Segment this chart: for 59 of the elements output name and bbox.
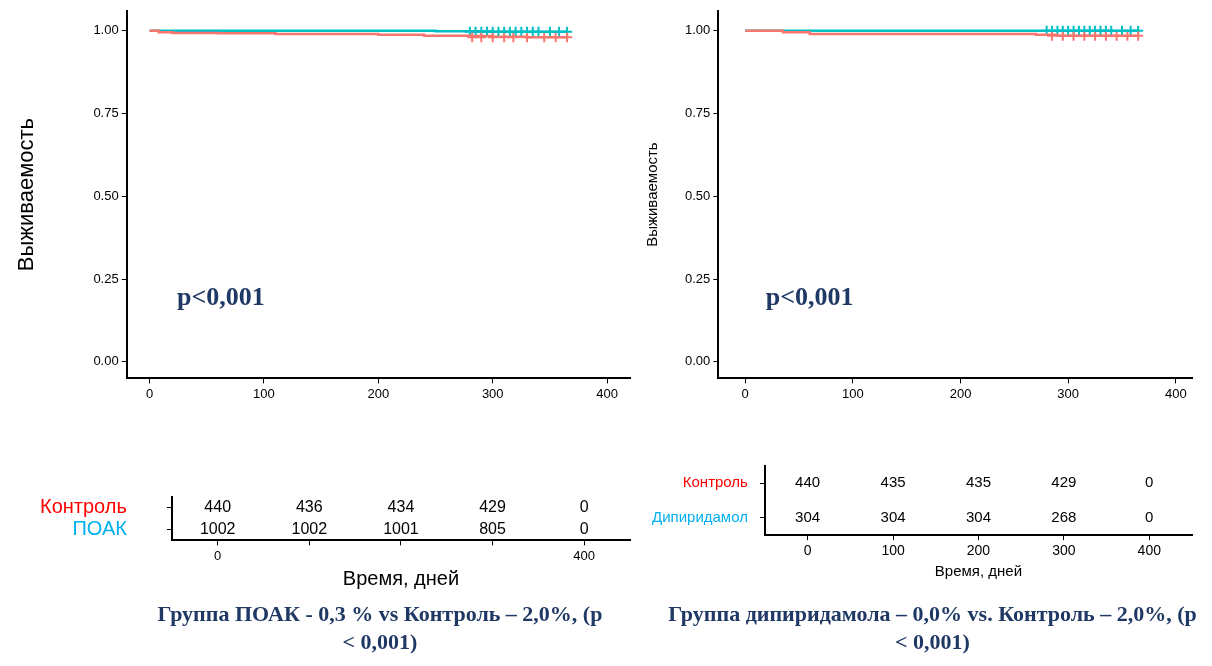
y-tick-label: 0.25 xyxy=(684,270,711,286)
data-label: 440 xyxy=(795,473,821,491)
data-label: 0 xyxy=(579,519,589,537)
x-tick-label: 400 xyxy=(1137,542,1162,559)
data-label: 304 xyxy=(795,508,821,526)
data-label: 1002 xyxy=(199,519,236,537)
data-label: 1002 xyxy=(291,519,328,537)
x-axis-title: Время, дней xyxy=(342,566,460,589)
y-tick-label: 0.25 xyxy=(93,270,119,286)
data-label: 1001 xyxy=(383,519,419,537)
x-tick-label: 0 xyxy=(214,547,222,563)
y-tick-label: ПОАК xyxy=(72,517,128,540)
y-tick-label: 0.00 xyxy=(93,353,119,369)
y-tick-label: 0.75 xyxy=(684,105,711,121)
x-tick-label: 400 xyxy=(1165,385,1187,401)
y-tick-label: 0.00 xyxy=(684,353,711,369)
y-axis-title: Выживаемость xyxy=(643,142,661,247)
x-tick-label: 100 xyxy=(842,385,864,401)
x-tick-label: 300 xyxy=(481,385,504,401)
x-tick-label: 400 xyxy=(573,547,596,563)
text: Группа дипиридамола – 0,0% vs. Контроль – 2,0%, (p < 0,001) xyxy=(667,600,1198,656)
x-tick-label: 300 xyxy=(1052,542,1076,559)
x-axis-title: Время, дней xyxy=(934,562,1023,580)
y-tick-label: 0.50 xyxy=(93,187,119,203)
data-label: 429 xyxy=(1051,473,1077,491)
data-label: 0 xyxy=(579,498,589,516)
x-tick-label: 200 xyxy=(367,385,390,401)
y-tick-label: 0.50 xyxy=(684,187,711,203)
y-tick-label: Дипиридамол xyxy=(652,508,748,526)
data-label: 434 xyxy=(387,498,415,516)
text: Группа ПОАК - 0,3 % vs Контроль – 2,0%, (p < 0,001) xyxy=(156,600,604,656)
data-label: 0 xyxy=(1145,508,1154,526)
y-axis-title: Выживаемость xyxy=(13,117,39,272)
data-label: 805 xyxy=(479,519,507,537)
data-label: 304 xyxy=(965,508,991,526)
y-tick-label: 1.00 xyxy=(684,22,711,38)
annotation: p<0,001 xyxy=(765,281,854,311)
data-label: 435 xyxy=(965,473,991,491)
x-tick-label: 200 xyxy=(949,385,972,401)
x-tick-label: 0 xyxy=(803,542,812,559)
data-label: 0 xyxy=(1145,473,1154,491)
data-label: 429 xyxy=(479,498,507,516)
data-label: 440 xyxy=(204,498,232,516)
y-tick-label: Контроль xyxy=(682,473,749,491)
x-tick-label: 300 xyxy=(1057,385,1080,401)
x-tick-label: 100 xyxy=(253,385,275,401)
x-tick-label: 200 xyxy=(966,542,991,559)
y-tick-label: 1.00 xyxy=(93,22,119,38)
data-label: 435 xyxy=(880,473,906,491)
y-tick-label: Контроль xyxy=(40,495,127,518)
annotation: p<0,001 xyxy=(177,281,265,311)
x-tick-label: 400 xyxy=(596,385,618,401)
x-tick-label: 0 xyxy=(145,385,154,401)
x-tick-label: 0 xyxy=(741,385,749,401)
data-label: 268 xyxy=(1051,508,1077,526)
data-label: 304 xyxy=(880,508,906,526)
x-tick-label: 100 xyxy=(881,542,905,559)
y-tick-label: 0.75 xyxy=(93,105,119,121)
data-label: 436 xyxy=(295,498,323,516)
